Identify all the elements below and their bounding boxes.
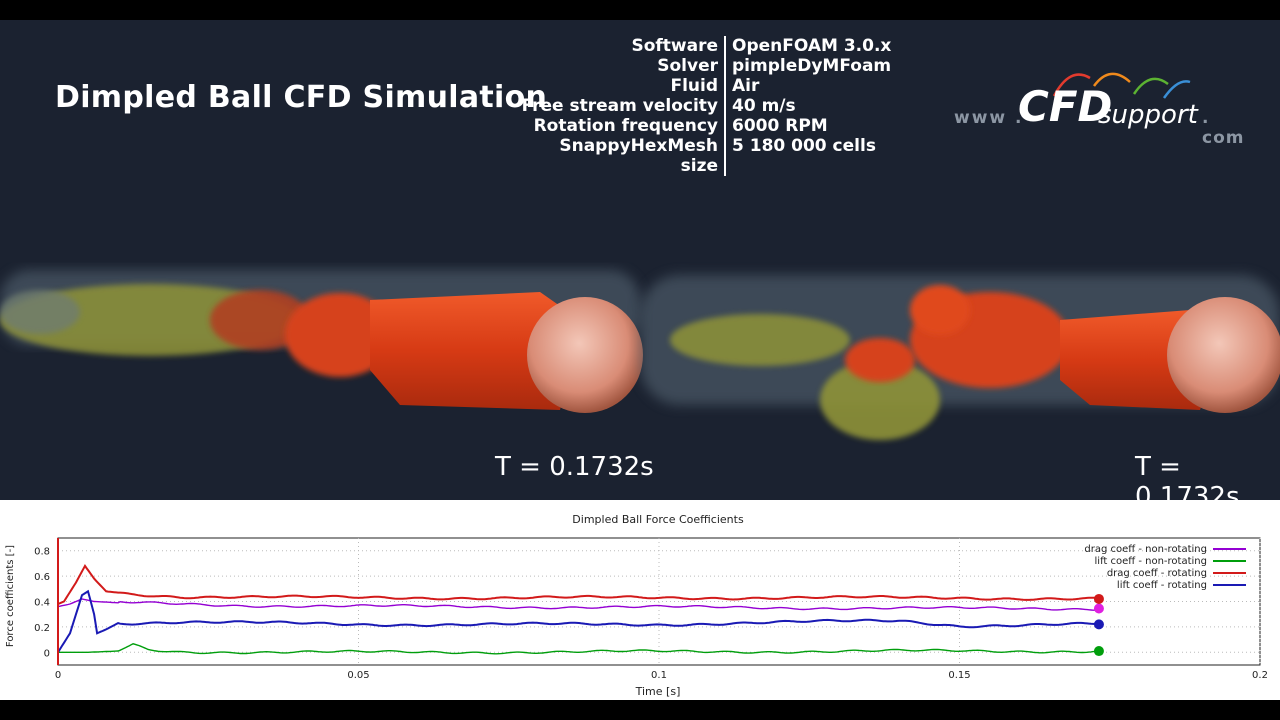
- series-line: [57, 563, 1100, 605]
- y-tick-label: 0.6: [34, 572, 50, 583]
- info-row-fluid: Fluid Air: [520, 76, 891, 96]
- time-readout-right: T = 0.1732s: [1135, 452, 1240, 500]
- y-axis-label: Force coefficients [-]: [5, 545, 16, 647]
- info-value: 6000 RPM: [732, 116, 828, 136]
- info-row-velocity: Free stream velocity 40 m/s: [520, 96, 891, 116]
- info-value: 5 180 000 cells: [732, 136, 876, 156]
- x-axis-label: Time [s]: [635, 685, 681, 698]
- wake-right: [640, 275, 1280, 440]
- wake-core-left: [370, 292, 580, 410]
- time-readout-left: T = 0.1732s: [495, 452, 654, 482]
- simulation-render: Dimpled Ball CFD Simulation Software Open…: [0, 20, 1280, 500]
- chart-svg: Dimpled Ball Force Coefficients Time [s]…: [5, 513, 1268, 698]
- chart-title: Dimpled Ball Force Coefficients: [572, 513, 744, 526]
- logo-arrows-icon: [1052, 72, 1191, 99]
- x-tick-label: 0.05: [347, 670, 369, 681]
- force-coefficient-chart: Dimpled Ball Force Coefficients Time [s]…: [0, 500, 1280, 700]
- x-tick-label: 0.2: [1252, 670, 1268, 681]
- series-end-marker: [1093, 619, 1104, 630]
- series-line: [57, 589, 1100, 653]
- y-tick-label: 0.2: [34, 623, 50, 634]
- simulation-info-table: Software OpenFOAM 3.0.x Solver pimpleDyMFo…: [520, 36, 891, 176]
- info-key: Solver: [657, 56, 718, 76]
- letterbox-bottom: [0, 700, 1280, 720]
- info-row-solver: Solver pimpleDyMFoam: [520, 56, 891, 76]
- info-row-software: Software OpenFOAM 3.0.x: [520, 36, 891, 56]
- wake-left: [0, 270, 643, 413]
- x-tick-label: 0.1: [651, 670, 667, 681]
- y-tick-label: 0: [44, 648, 50, 659]
- x-tick-label: 0: [55, 670, 61, 681]
- logo-suffix: support: [1098, 100, 1198, 130]
- y-tick-label: 0.4: [34, 598, 50, 609]
- legend-label: drag coeff - non-rotating: [1084, 544, 1207, 555]
- tick-labels: 0 0.05 0.1 0.15 0.2 0 0.2 0.4 0.6 0.8: [34, 547, 1268, 681]
- info-key: Software: [631, 36, 718, 56]
- info-row-rotation: Rotation frequency 6000 RPM: [520, 116, 891, 136]
- wake-visualization: [0, 270, 1280, 440]
- grid: [57, 537, 1261, 666]
- letterbox-top: [0, 0, 1280, 20]
- info-key: Free stream velocity: [521, 96, 718, 116]
- info-value: pimpleDyMFoam: [732, 56, 892, 76]
- ball-right: [1167, 297, 1280, 413]
- logo-brand: CFD: [1018, 82, 1113, 131]
- series-end-marker: [1093, 603, 1104, 614]
- info-key: Fluid: [670, 76, 718, 96]
- series-line: [57, 598, 1100, 612]
- info-value: Air: [732, 76, 760, 96]
- series-line: [58, 643, 1099, 655]
- logo-prefix: www .: [954, 108, 1024, 128]
- info-value: 40 m/s: [732, 96, 796, 116]
- legend-label: lift coeff - non-rotating: [1095, 556, 1207, 567]
- series-lines: [57, 538, 1104, 665]
- info-key: Rotation frequency: [533, 116, 718, 136]
- info-key: SnappyHexMesh size: [559, 136, 718, 176]
- info-row-mesh: SnappyHexMesh size 5 180 000 cells: [520, 136, 891, 176]
- page-title: Dimpled Ball CFD Simulation: [55, 80, 548, 115]
- ball-left: [527, 297, 643, 413]
- series-end-marker: [1093, 646, 1104, 657]
- logo-tld: . com: [1202, 108, 1245, 148]
- legend-label: drag coeff - rotating: [1107, 568, 1207, 579]
- legend-label: lift coeff - rotating: [1117, 580, 1207, 591]
- y-tick-label: 0.8: [34, 547, 50, 558]
- cfdsupport-logo: www . CFD support . com: [950, 60, 1250, 148]
- series-end-marker: [1093, 593, 1104, 604]
- info-value: OpenFOAM 3.0.x: [732, 36, 892, 56]
- x-tick-label: 0.15: [948, 670, 970, 681]
